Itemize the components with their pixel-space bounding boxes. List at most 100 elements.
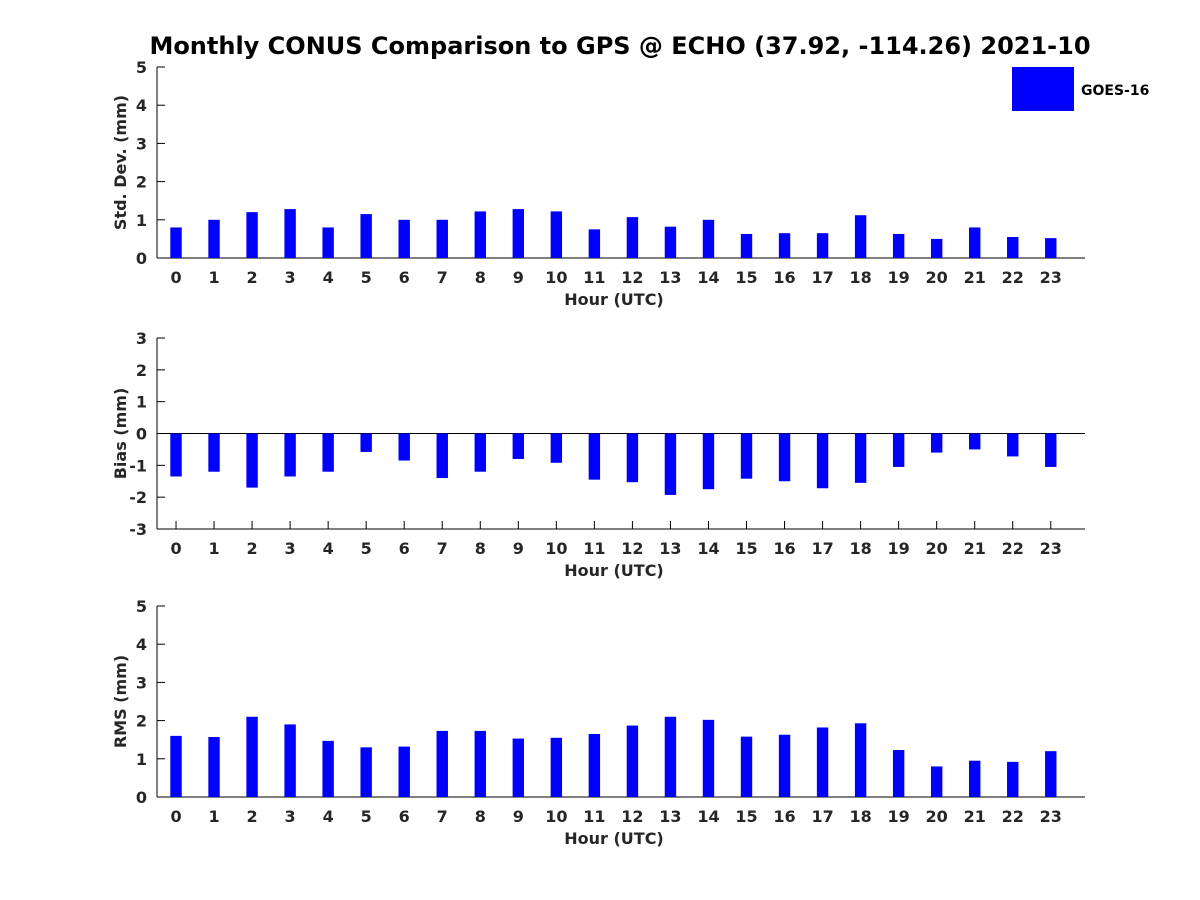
std-dev-x-tick-label: 22 [1002, 268, 1024, 287]
bias-x-tick-label: 10 [545, 539, 567, 558]
std-dev-x-tick-label: 16 [773, 268, 795, 287]
rms-y-tick-label: 2 [136, 712, 147, 731]
rms-bar-hour-9 [512, 738, 525, 797]
bias-bar-hour-22 [1007, 433, 1019, 457]
rms-bar-hour-20 [930, 766, 943, 797]
std-dev-bar-hour-12 [626, 217, 639, 258]
bias-x-tick-label: 12 [621, 539, 643, 558]
rms-bar-hour-15 [740, 736, 753, 797]
rms-x-tick-label: 3 [285, 807, 296, 826]
bias-bar-hour-13 [664, 433, 677, 495]
rms-bar-hour-23 [1045, 751, 1057, 797]
std-dev-bar-hour-0 [170, 227, 182, 258]
std-dev-bar-hour-15 [740, 233, 753, 258]
rms-x-tick-label: 14 [697, 807, 719, 826]
bias-x-tick-label: 3 [285, 539, 296, 558]
std-dev-bar-hour-14 [702, 219, 715, 258]
bias-y-tick-label: 2 [136, 361, 147, 380]
rms-x-tick-label: 2 [247, 807, 258, 826]
rms-x-tick-label: 12 [621, 807, 643, 826]
rms-y-tick-label: 0 [136, 788, 147, 807]
std-dev-x-tick-label: 12 [621, 268, 643, 287]
rms-x-tick-label: 4 [323, 807, 334, 826]
bias-x-tick-label: 4 [323, 539, 334, 558]
std-dev-x-tick-label: 2 [247, 268, 258, 287]
bias-bar-hour-15 [740, 433, 753, 479]
bias-y-tick-label: 0 [136, 425, 147, 444]
bias-x-tick-label: 14 [697, 539, 719, 558]
std-dev-y-tick-label: 2 [136, 173, 147, 192]
std-dev-y-tick-label: 5 [136, 58, 147, 77]
std-dev-bar-hour-9 [512, 209, 525, 258]
rms-bar-hour-6 [398, 746, 410, 797]
rms-x-tick-label: 19 [888, 807, 910, 826]
std-dev-y-tick-label: 4 [136, 96, 147, 115]
bias-bar-hour-16 [778, 433, 791, 482]
bias-x-tick-label: 16 [773, 539, 795, 558]
rms-x-tick-label: 11 [583, 807, 605, 826]
rms-bar-hour-1 [208, 737, 220, 797]
bias-bar-hour-9 [512, 433, 525, 459]
rms-bar-hour-10 [550, 737, 563, 797]
bias-x-tick-label: 1 [208, 539, 219, 558]
rms-x-tick-label: 22 [1002, 807, 1024, 826]
std-dev-y-axis-label: Std. Dev. (mm) [111, 95, 130, 230]
rms-bar-hour-16 [778, 734, 791, 797]
std-dev-bar-hour-18 [854, 215, 867, 258]
bias-x-tick-label: 6 [399, 539, 410, 558]
rms-bar-hour-7 [436, 730, 448, 797]
rms-x-tick-label: 17 [811, 807, 833, 826]
bias-x-axis-label: Hour (UTC) [564, 561, 664, 580]
rms-x-tick-label: 10 [545, 807, 567, 826]
bias-x-tick-label: 15 [735, 539, 757, 558]
rms-bar-hour-17 [816, 727, 829, 797]
std-dev-y-tick-label: 0 [136, 249, 147, 268]
rms-x-tick-label: 15 [735, 807, 757, 826]
std-dev-x-tick-label: 11 [583, 268, 605, 287]
std-dev-x-tick-label: 17 [811, 268, 833, 287]
std-dev-bar-hour-21 [969, 227, 981, 258]
std-dev-bar-hour-6 [398, 219, 410, 258]
std-dev-x-tick-label: 8 [475, 268, 486, 287]
std-dev-bar-hour-10 [550, 211, 563, 258]
rms-x-tick-label: 21 [964, 807, 986, 826]
bias-x-tick-label: 22 [1002, 539, 1024, 558]
bias-bar-hour-20 [930, 433, 943, 453]
rms-x-tick-label: 18 [849, 807, 871, 826]
bias-bar-hour-5 [360, 433, 372, 452]
std-dev-x-tick-label: 23 [1040, 268, 1062, 287]
bias-y-tick-label: 1 [136, 393, 147, 412]
bias-x-tick-label: 2 [247, 539, 258, 558]
rms-y-tick-label: 3 [136, 673, 147, 692]
std-dev-x-tick-label: 7 [437, 268, 448, 287]
std-dev-bar-hour-22 [1007, 236, 1019, 258]
rms-x-tick-label: 5 [361, 807, 372, 826]
rms-bar-hour-22 [1007, 761, 1019, 797]
bias-bar-hour-21 [969, 433, 981, 450]
std-dev-bar-hour-13 [664, 226, 677, 258]
std-dev-x-tick-label: 1 [208, 268, 219, 287]
rms-bar-hour-5 [360, 747, 372, 797]
bias-x-tick-label: 5 [361, 539, 372, 558]
std-dev-bar-hour-20 [930, 238, 943, 258]
bias-bar-hour-0 [170, 433, 182, 477]
rms-x-tick-label: 13 [659, 807, 681, 826]
bias-bar-hour-7 [436, 433, 448, 479]
bias-bar-hour-14 [702, 433, 715, 490]
rms-bar-hour-13 [664, 716, 677, 797]
bias-y-tick-label: 3 [136, 329, 147, 348]
bias-bar-hour-11 [588, 433, 601, 480]
std-dev-bar-hour-19 [892, 233, 905, 258]
std-dev-x-tick-label: 18 [849, 268, 871, 287]
bias-x-tick-label: 17 [811, 539, 833, 558]
bias-x-tick-label: 9 [513, 539, 524, 558]
rms-y-tick-label: 4 [136, 635, 147, 654]
rms-x-axis-label: Hour (UTC) [564, 829, 664, 848]
bias-y-tick-label: -2 [129, 488, 147, 507]
bias-bar-hour-4 [322, 433, 334, 472]
bias-x-tick-label: 0 [170, 539, 181, 558]
bias-x-tick-label: 7 [437, 539, 448, 558]
